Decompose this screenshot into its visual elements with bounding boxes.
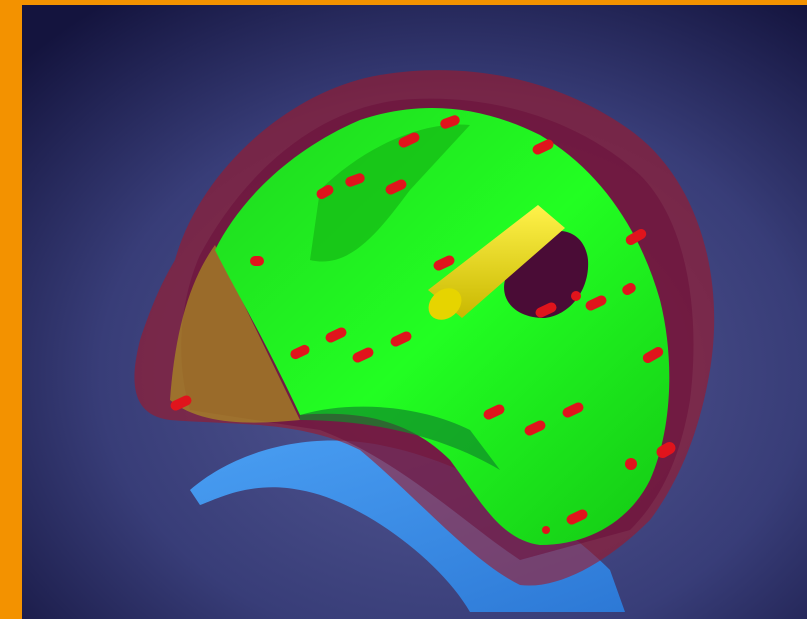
marker — [542, 526, 550, 534]
marker — [385, 179, 407, 195]
marker — [585, 295, 607, 311]
marker — [390, 331, 412, 347]
marker — [532, 139, 554, 155]
cylinder-cap — [428, 288, 462, 320]
marker — [625, 458, 637, 470]
marker — [433, 255, 455, 271]
marker — [656, 442, 676, 458]
marker — [250, 256, 264, 266]
marker — [566, 509, 588, 525]
marker — [524, 420, 546, 436]
marker — [290, 344, 310, 360]
marker — [170, 395, 192, 411]
marker — [562, 402, 584, 418]
marker — [535, 302, 557, 318]
marker — [625, 229, 647, 245]
marker — [642, 347, 664, 363]
marker — [316, 185, 334, 199]
marker — [398, 132, 420, 148]
marker — [622, 283, 636, 295]
marker — [345, 173, 365, 187]
marker — [483, 404, 505, 420]
markers — [170, 115, 676, 534]
green-edge — [300, 406, 500, 470]
marker — [352, 347, 374, 363]
marker — [440, 115, 460, 129]
yellow-cylinder — [428, 205, 565, 318]
marker — [571, 291, 581, 301]
render-viewport — [22, 5, 807, 619]
yellow-region — [170, 245, 300, 423]
marker — [325, 327, 347, 343]
